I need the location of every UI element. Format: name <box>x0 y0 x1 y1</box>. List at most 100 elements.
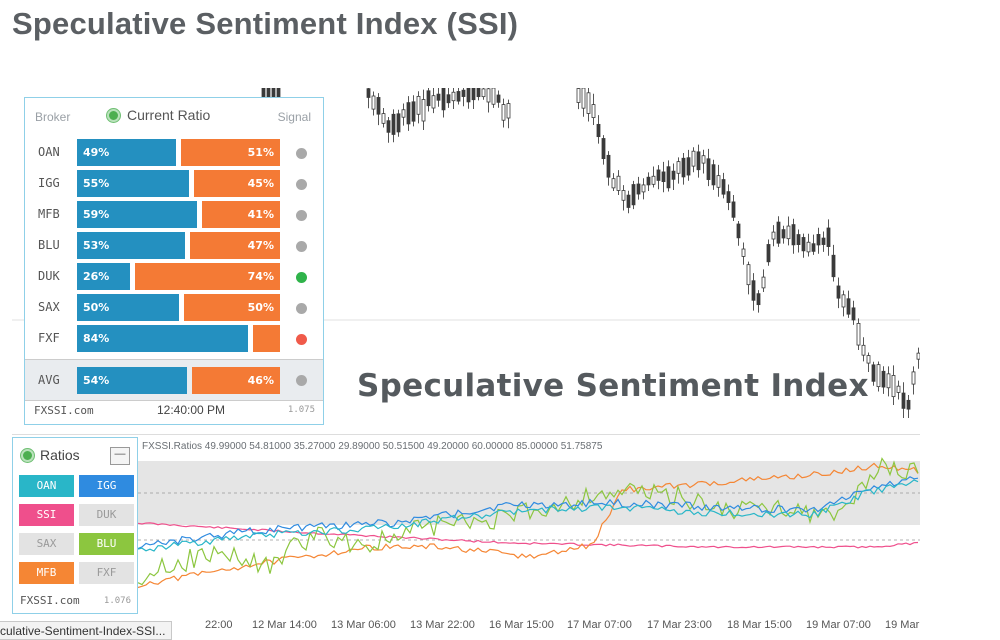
mfb-line <box>137 462 919 589</box>
signal-indicator <box>296 303 307 314</box>
candle-body <box>466 88 471 103</box>
radio-dot-icon <box>107 108 120 122</box>
ratio-bar: 50% 50% <box>77 294 280 321</box>
status-bar-url: culative-Sentiment-Index-SSI... <box>0 621 173 640</box>
candle-body <box>781 229 786 239</box>
ratios-title[interactable]: Ratios <box>21 447 80 463</box>
candle-body <box>811 243 816 252</box>
candle-body <box>366 88 371 98</box>
candle-body <box>656 169 661 181</box>
candle-body <box>631 184 636 206</box>
toggle-fxf[interactable]: FXF <box>79 562 134 584</box>
signal-column-header: Signal <box>277 110 311 124</box>
toggle-igg[interactable]: IGG <box>79 475 134 497</box>
toggle-sax[interactable]: SAX <box>19 533 74 555</box>
long-percentage: 54% <box>77 367 187 394</box>
candle-body <box>881 370 886 388</box>
candle-body <box>796 234 801 245</box>
broker-row: MFB 59% 41% <box>25 201 323 228</box>
signal-indicator <box>296 272 307 283</box>
ratio-bar: 55% 45% <box>77 170 280 197</box>
long-percentage: 50% <box>77 294 179 321</box>
candle-body <box>891 375 896 398</box>
chart-watermark: Speculative Sentiment Index <box>357 368 869 404</box>
broker-name: MFB <box>38 207 60 221</box>
broker-row: BLU 53% 47% <box>25 232 323 259</box>
ssi-line <box>137 522 919 549</box>
signal-indicator <box>296 375 307 386</box>
candle-body <box>591 104 596 119</box>
candle-body <box>901 392 906 409</box>
candle-body <box>856 322 861 346</box>
ratios-lines <box>137 457 920 589</box>
candle-body <box>436 93 441 101</box>
candle-body <box>586 92 591 114</box>
time-axis-label: 13 Mar 22:00 <box>410 619 475 631</box>
broker-name: AVG <box>38 373 60 387</box>
broker-row: SAX 50% 50% <box>25 294 323 321</box>
candle-body <box>461 89 466 97</box>
short-percentage: 50% <box>184 294 280 321</box>
oan-line <box>137 479 919 552</box>
short-percentage: 74% <box>135 263 280 290</box>
candle-body <box>646 176 651 186</box>
candle-body <box>726 191 731 203</box>
toggle-mfb[interactable]: MFB <box>19 562 74 584</box>
ratio-bar: 53% 47% <box>77 232 280 259</box>
current-ratio-title[interactable]: Current Ratio <box>107 107 210 123</box>
time-axis-label: 19 Mar <box>885 619 920 631</box>
candle-body <box>626 194 631 208</box>
candle-body <box>441 88 446 111</box>
broker-row: OAN 49% 51% <box>25 139 323 166</box>
candle-body <box>886 373 891 389</box>
toggle-blu[interactable]: BLU <box>79 533 134 555</box>
candle-body <box>426 90 431 107</box>
toggle-oan[interactable]: OAN <box>19 475 74 497</box>
candle-body <box>401 109 406 118</box>
candle-body <box>696 151 701 171</box>
short-percentage: 47% <box>190 232 280 259</box>
candle-body <box>826 227 831 247</box>
candle-body <box>416 95 421 115</box>
candle-body <box>756 293 761 306</box>
footer-time: 12:40:00 PM <box>157 403 226 417</box>
short-percentage: 46% <box>192 367 280 394</box>
candle-body <box>496 94 501 103</box>
candle-body <box>406 102 411 125</box>
candle-body <box>476 88 481 98</box>
time-axis-label: 22:00 <box>205 619 233 631</box>
short-percentage: 41% <box>202 201 280 228</box>
candle-body <box>381 113 386 124</box>
candle-body <box>806 241 811 253</box>
candle-body <box>841 294 846 308</box>
long-percentage: 49% <box>77 139 176 166</box>
broker-column-header: Broker <box>35 110 71 124</box>
short-percentage: 45% <box>194 170 280 197</box>
candle-body <box>846 298 851 315</box>
candle-body <box>896 385 901 393</box>
candle-body <box>411 101 416 122</box>
candle-body <box>851 307 856 321</box>
broker-name: SAX <box>38 300 60 314</box>
candle-body <box>446 94 451 104</box>
broker-row: FXF 84% <box>25 325 323 352</box>
candle-body <box>761 276 766 289</box>
candle-body <box>831 254 836 278</box>
candle-body <box>751 280 756 301</box>
candle-body <box>671 170 676 180</box>
candle-body <box>621 190 626 201</box>
minimize-button[interactable]: — <box>110 447 130 465</box>
current-ratio-label: Current Ratio <box>127 107 211 123</box>
igg-line <box>137 476 919 550</box>
candle-body <box>766 244 771 263</box>
toggle-ssi[interactable]: SSI <box>19 504 74 526</box>
candle-body <box>611 178 616 189</box>
toggle-duk[interactable]: DUK <box>79 504 134 526</box>
ratio-bar: 84% <box>77 325 280 352</box>
candle-body <box>786 225 791 240</box>
candle-body <box>836 285 841 299</box>
footer-brand: FXSSI.com <box>34 404 94 417</box>
ratio-panel-footer: FXSSI.com 12:40:00 PM 1.075 <box>25 398 323 424</box>
candle-body <box>501 104 506 121</box>
indicator-values-label: FXSSI.Ratios 49.99000 54.81000 35.27000 … <box>142 441 603 452</box>
